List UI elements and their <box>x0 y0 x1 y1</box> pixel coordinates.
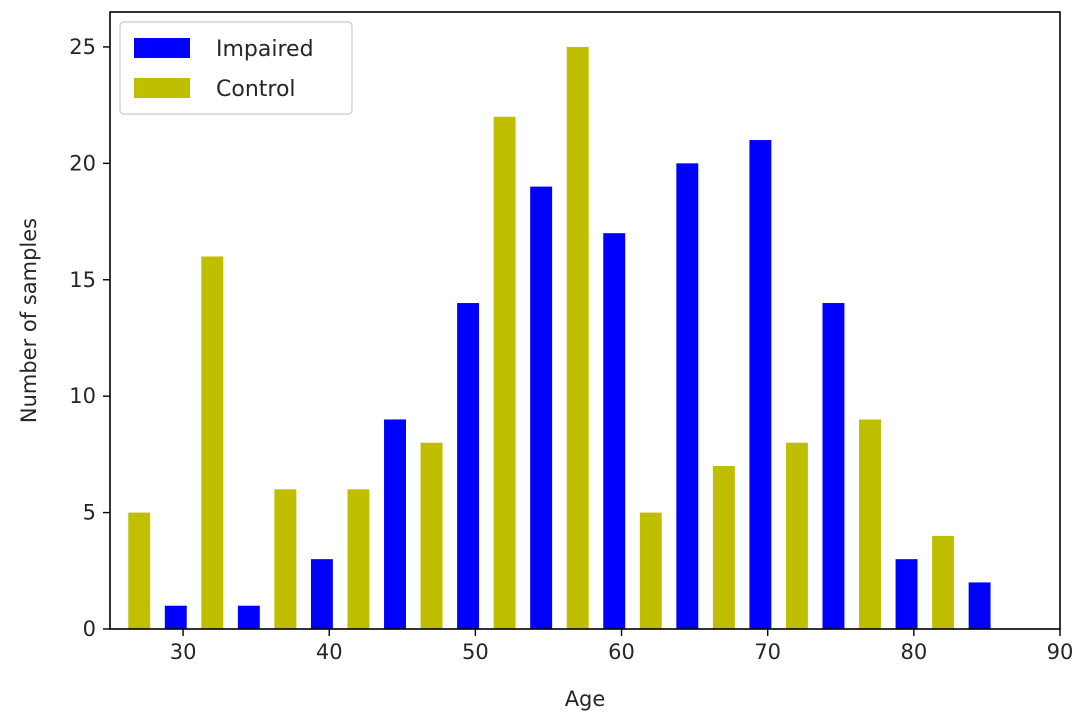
bar-impaired-2 <box>310 559 333 629</box>
bar-control-2 <box>274 489 297 629</box>
x-tick-label: 90 <box>1047 640 1074 664</box>
bar-control-7 <box>639 512 662 629</box>
y-axis-title: Number of samples <box>17 218 41 423</box>
bar-control-3 <box>347 489 370 629</box>
bar-impaired-1 <box>237 605 260 629</box>
bar-impaired-6 <box>603 233 626 630</box>
bar-control-10 <box>859 419 881 629</box>
bar-impaired-11 <box>968 582 991 629</box>
legend: Impaired Control <box>119 21 353 115</box>
y-tick-label: 5 <box>83 501 96 525</box>
bars-layer <box>128 46 991 630</box>
x-tick-label: 30 <box>170 640 197 664</box>
x-axis-title: Age <box>565 687 606 711</box>
legend-swatch-impaired <box>134 38 190 58</box>
bar-impaired-5 <box>530 186 553 630</box>
bar-control-11 <box>932 535 955 629</box>
bar-control-1 <box>201 256 224 629</box>
bar-impaired-7 <box>676 163 699 629</box>
bar-control-5 <box>493 116 516 630</box>
x-tick-label: 40 <box>316 640 343 664</box>
legend-label-impaired: Impaired <box>216 37 314 62</box>
y-tick-label: 25 <box>69 35 96 59</box>
y-tick-label: 20 <box>69 151 96 175</box>
bar-impaired-10 <box>895 559 918 629</box>
bar-impaired-8 <box>749 140 772 629</box>
legend-label-control: Control <box>216 77 296 102</box>
bar-control-8 <box>712 466 735 629</box>
bar-impaired-3 <box>384 419 406 629</box>
bar-control-0 <box>128 512 151 629</box>
legend-swatch-control <box>134 78 190 98</box>
bar-impaired-9 <box>822 303 845 629</box>
y-tick-label: 15 <box>69 268 96 292</box>
bar-control-9 <box>785 442 808 629</box>
bar-impaired-0 <box>164 605 187 629</box>
y-tick-label: 0 <box>83 617 96 641</box>
plot-frame <box>109 11 1061 630</box>
bar-control-4 <box>420 442 443 629</box>
bar-control-6 <box>566 46 589 629</box>
bar-impaired-4 <box>457 303 480 629</box>
x-tick-label: 50 <box>462 640 489 664</box>
x-tick-label: 60 <box>608 640 635 664</box>
x-tick-label: 80 <box>900 640 927 664</box>
x-tick-label: 70 <box>754 640 781 664</box>
y-tick-label: 10 <box>69 384 96 408</box>
axes-layer: 30 40 50 60 70 80 90 0 5 10 15 20 25 <box>69 11 1074 664</box>
